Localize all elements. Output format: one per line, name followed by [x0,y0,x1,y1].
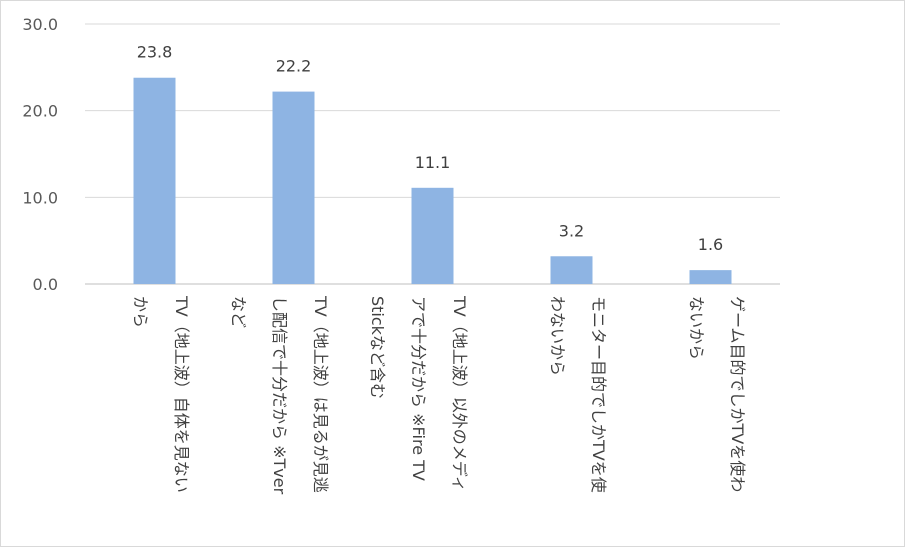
category-label-line: TV（地上波）以外のメディ [450,295,469,492]
bar [689,270,732,284]
category-label-line: Stickなど含む [368,296,387,399]
y-tick-label: 20.0 [22,102,58,121]
data-label: 22.2 [276,57,312,76]
bar [272,91,315,284]
y-tick-label: 10.0 [22,188,58,207]
category-label-line: TV（地上波）自体を見ない [172,295,191,493]
bar [411,187,454,284]
category-label-line: わないから [548,296,567,376]
bar [550,256,593,284]
category-label: ゲーム目的でしかTVを使わ ないから [687,296,747,492]
y-tick-label: 30.0 [22,15,58,34]
category-label-line: から [131,296,150,328]
category-label: TV（地上波）は見るが見逃 し配信で十分だから ※Tver など [229,295,330,495]
data-label: 23.8 [137,43,173,62]
data-labels: 23.8 22.2 11.1 3.2 1.6 [137,43,724,254]
category-label-line: し配信で十分だから ※Tver [270,296,289,495]
category-label-line: モニター目的でしかTVを使 [589,296,608,493]
category-label-line: ゲーム目的でしかTVを使わ [728,296,747,492]
data-label: 3.2 [559,221,584,240]
data-label: 11.1 [415,153,451,172]
category-label-line: など [229,296,248,328]
data-label: 1.6 [698,235,723,254]
y-tick-label: 0.0 [33,275,58,294]
y-axis-tick-labels: 0.0 10.0 20.0 30.0 [22,15,58,294]
category-label-line: ないから [687,296,706,360]
category-label-line: TV（地上波）は見るが見逃 [311,295,330,493]
category-label: モニター目的でしかTVを使 わないから [548,296,608,493]
category-label-line: アで十分だから ※Fire TV [409,296,428,481]
category-labels: TV（地上波）自体を見ない から TV（地上波）は見るが見逃 し配信で十分だから ※T… [131,295,747,495]
bars [133,77,732,284]
bar [133,77,176,284]
category-label: TV（地上波）以外のメディ アで十分だから ※Fire TV Stickなど含む [368,295,469,492]
category-label: TV（地上波）自体を見ない から [131,295,191,493]
